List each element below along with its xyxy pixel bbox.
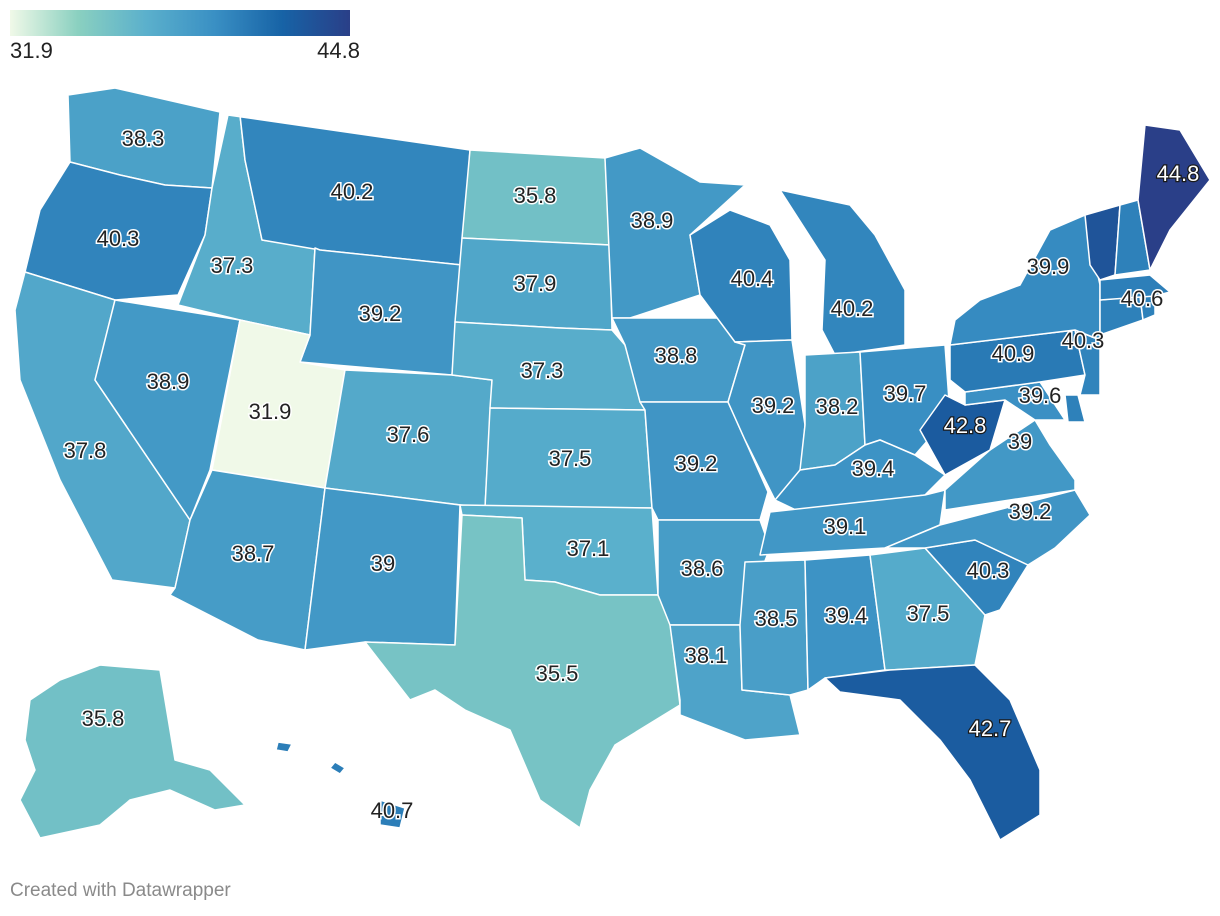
legend-min-label: 31.9 (10, 38, 53, 63)
value-label-or: 40.3 (97, 226, 140, 251)
state-wi (689, 209, 793, 343)
state-ma (1099, 274, 1171, 301)
value-label-ny: 39.9 (1027, 254, 1070, 279)
value-label-il: 39.2 (752, 393, 795, 418)
value-label-mn: 38.9 (631, 208, 674, 233)
state-me (1137, 124, 1211, 271)
value-label-co: 37.6 (387, 422, 430, 447)
value-label-ms: 38.5 (755, 606, 798, 631)
value-label-nd: 35.8 (514, 183, 557, 208)
state-nc (884, 489, 1091, 566)
value-label-md: 39.6 (1019, 383, 1062, 408)
value-label-va: 39 (1008, 429, 1032, 454)
value-label-ca: 37.8 (64, 438, 107, 463)
value-label-la: 38.1 (685, 643, 728, 668)
state-tx (364, 514, 681, 829)
state-nv (94, 299, 241, 521)
value-label-ks: 37.5 (549, 446, 592, 471)
value-label-nm: 39 (371, 551, 395, 576)
credit-text: Created with Datawrapper (10, 880, 231, 901)
legend-max-label: 44.8 (317, 38, 360, 63)
value-label-pa: 40.9 (992, 341, 1035, 366)
state-mi (779, 189, 906, 356)
state-hi (275, 741, 406, 829)
value-label-sd: 37.9 (514, 271, 557, 296)
value-label-ne: 37.3 (521, 358, 564, 383)
value-label-nv: 38.9 (147, 369, 190, 394)
value-label-me: 44.8 (1157, 161, 1200, 186)
value-label-hi: 40.7 (371, 798, 414, 823)
value-label-ok: 37.1 (567, 536, 610, 561)
value-label-wa: 38.3 (122, 126, 165, 151)
state-fl (824, 664, 1041, 841)
state-ny (949, 214, 1101, 346)
value-label-ky: 39.4 (852, 456, 895, 481)
value-label-mo: 39.2 (675, 451, 718, 476)
value-label-fl: 42.7 (969, 716, 1012, 741)
state-vt (1084, 204, 1121, 281)
legend-gradient-bar (10, 10, 350, 36)
value-label-ut: 31.9 (249, 399, 292, 424)
value-label-in: 38.2 (816, 394, 859, 419)
value-label-oh: 39.7 (884, 381, 927, 406)
value-label-sc: 40.3 (967, 558, 1010, 583)
value-label-ak: 35.8 (82, 706, 125, 731)
value-label-ga: 37.5 (907, 601, 950, 626)
value-label-az: 38.7 (232, 541, 275, 566)
state-va (944, 419, 1076, 511)
state-ak (19, 664, 246, 839)
value-label-ia: 38.8 (655, 343, 698, 368)
value-label-nc: 39.2 (1009, 499, 1052, 524)
value-label-al: 39.4 (825, 603, 868, 628)
value-label-mi: 40.2 (831, 296, 874, 321)
value-label-tx: 35.5 (536, 661, 579, 686)
value-label-nj: 40.3 (1062, 328, 1105, 353)
value-label-wi: 40.4 (731, 266, 774, 291)
value-label-ar: 38.6 (681, 556, 724, 581)
value-label-mt: 40.2 (331, 179, 374, 204)
value-label-id: 37.3 (211, 253, 254, 278)
value-label-wy: 39.2 (359, 301, 402, 326)
state-de (1064, 394, 1086, 423)
value-label-wv: 42.8 (944, 413, 987, 438)
color-legend: 31.9 44.8 (10, 10, 360, 64)
state-or (24, 161, 213, 301)
value-label-tn: 39.1 (824, 514, 867, 539)
value-label-ma: 40.6 (1121, 286, 1164, 311)
